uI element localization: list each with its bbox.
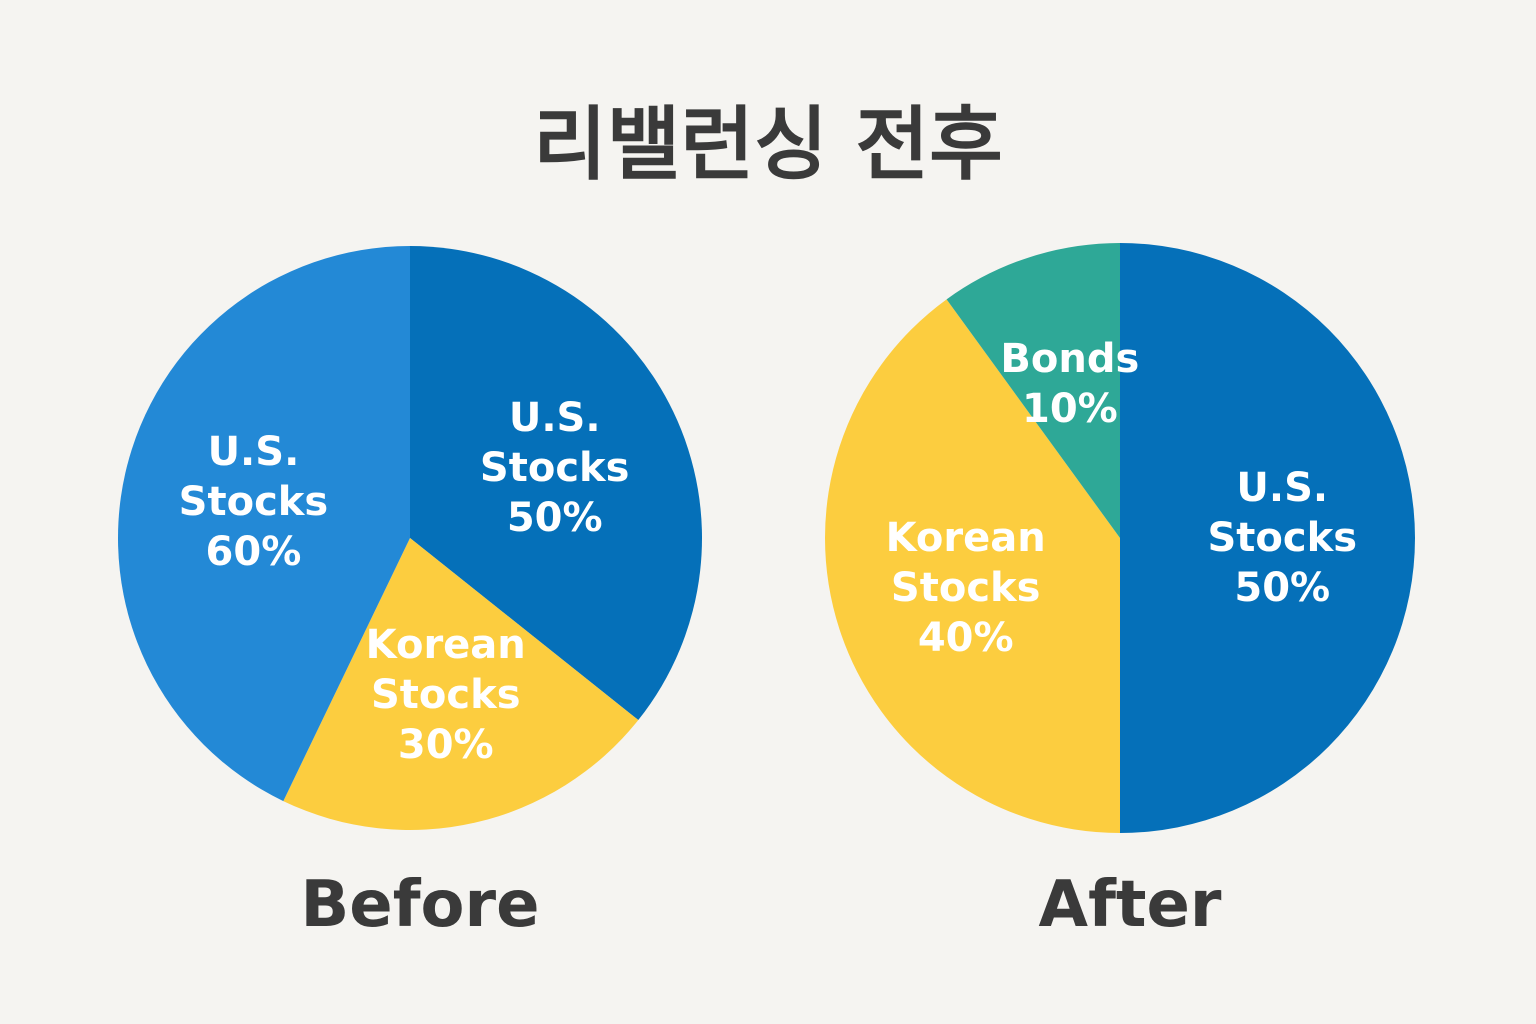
slice-value: 60% <box>205 529 302 576</box>
slice-value: 30% <box>397 721 494 768</box>
slice-name: U.S. Stocks <box>1207 465 1358 561</box>
pie-slice <box>410 246 702 721</box>
pie-slice <box>118 246 410 802</box>
chart-title: Before <box>300 868 540 942</box>
slice-label: Korean Stocks 40% <box>871 513 1061 663</box>
page-title: 리밸런싱 전후 <box>533 98 1003 191</box>
chart-title: After <box>1038 868 1222 942</box>
pie-slice <box>946 243 1120 538</box>
slice-label: Bonds 10% <box>975 334 1165 434</box>
slice-value: 50% <box>506 495 603 542</box>
slice-label: U.S. Stocks 60% <box>158 427 348 577</box>
slice-name: Bonds <box>1000 335 1140 382</box>
slice-name: Korean Stocks <box>365 621 526 718</box>
slice-name: U.S. Stocks <box>178 429 329 526</box>
slice-value: 50% <box>1234 565 1331 611</box>
slice-value: 10% <box>1021 385 1118 432</box>
slice-name: Korean Stocks <box>885 515 1046 612</box>
pie-slice <box>825 299 1120 834</box>
slice-label: U.S. Stocks 50% <box>460 393 650 543</box>
slice-label: U.S. Stocks 50% <box>1187 463 1377 613</box>
slice-label: Korean Stocks 30% <box>351 620 541 770</box>
slice-value: 40% <box>917 615 1014 662</box>
slice-name: U.S. Stocks <box>479 395 630 492</box>
pie-slice <box>1120 243 1415 833</box>
pie-slice <box>283 538 639 830</box>
